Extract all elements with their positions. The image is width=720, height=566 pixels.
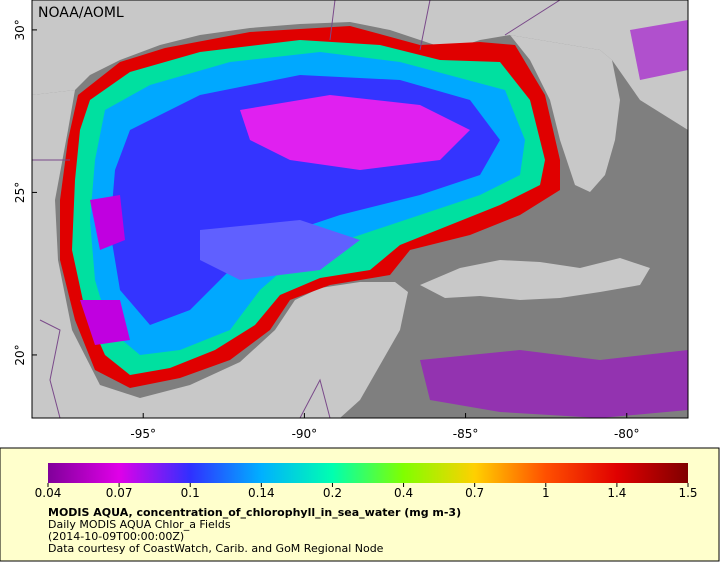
borders bbox=[32, 0, 561, 418]
colorbar-tick-label: 1 bbox=[542, 486, 550, 500]
deep-magenta bbox=[240, 95, 470, 170]
caption-title: MODIS AQUA, concentration_of_chlorophyll… bbox=[48, 506, 461, 519]
west-magenta bbox=[80, 195, 130, 345]
x-tick-label: -90° bbox=[292, 427, 318, 441]
y-tick-label: 25° bbox=[13, 182, 27, 203]
y-tick-label: 30° bbox=[13, 19, 27, 40]
land-mexico bbox=[32, 90, 408, 418]
y-tick-label: 20° bbox=[13, 344, 27, 365]
colorbar-tick-label: 0.07 bbox=[106, 486, 133, 500]
colorbar-tick-label: 0.2 bbox=[323, 486, 342, 500]
map-area bbox=[32, 0, 688, 418]
colorbar-tick-label: 0.14 bbox=[248, 486, 275, 500]
atlantic-purple bbox=[630, 20, 688, 80]
colorbar-tick-label: 1.5 bbox=[678, 486, 697, 500]
caption-line: (2014-10-09T00:00:00Z) bbox=[48, 530, 184, 543]
colorbar-tick-label: 0.04 bbox=[35, 486, 62, 500]
land-north bbox=[32, 0, 688, 130]
source-label: NOAA/AOML bbox=[38, 5, 124, 21]
caption-line: Daily MODIS AQUA Chlor_a Fields bbox=[48, 518, 231, 531]
colorbar-tick-label: 0.4 bbox=[394, 486, 413, 500]
land-florida bbox=[510, 35, 620, 192]
colorbar-tick-label: 0.7 bbox=[465, 486, 484, 500]
x-tick-label: -85° bbox=[453, 427, 479, 441]
colorbar-ticks: 0.04 0.07 0.1 0.14 0.2 0.4 0.7 1 1.4 1.5 bbox=[35, 483, 698, 500]
x-tick-label: -95° bbox=[130, 427, 156, 441]
x-tick-label: -80° bbox=[614, 427, 640, 441]
land-cuba bbox=[420, 258, 650, 300]
axis-ticks: -95° -90° -85° -80° 20° 25° 30° bbox=[13, 19, 640, 441]
bank-blue bbox=[200, 220, 360, 280]
colorbar-tick-label: 1.4 bbox=[607, 486, 626, 500]
caption-line: Data courtesy of CoastWatch, Carib. and … bbox=[48, 542, 384, 555]
caribbean-purple bbox=[420, 350, 688, 418]
colorbar bbox=[48, 463, 688, 483]
colorbar-tick-label: 0.1 bbox=[181, 486, 200, 500]
map-frame bbox=[31, 0, 689, 419]
